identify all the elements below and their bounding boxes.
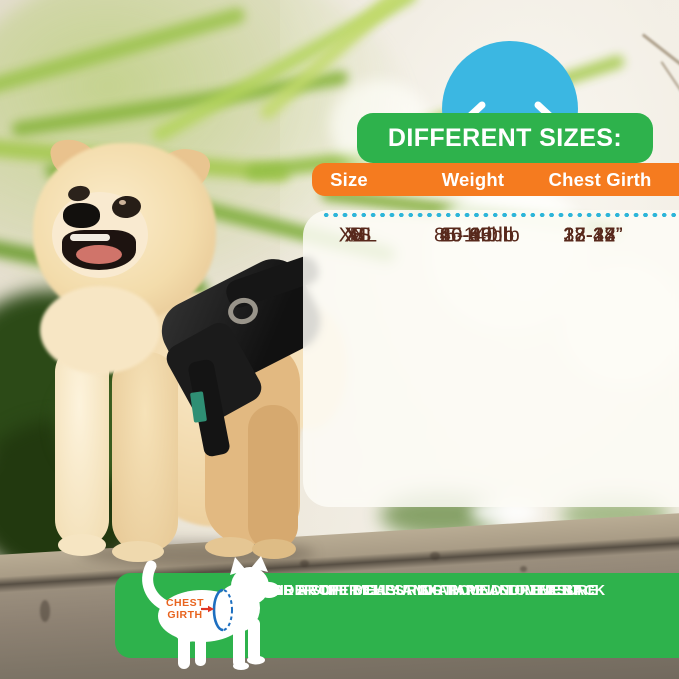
concrete-speck bbox=[40, 600, 50, 622]
dog-tail bbox=[142, 560, 172, 612]
cell-girth: 17-22” bbox=[563, 224, 623, 247]
cell-weight: 60-85 lb bbox=[439, 224, 515, 247]
girth-label: GIRTH bbox=[167, 609, 202, 621]
cell-size: XL bbox=[345, 224, 371, 247]
cell-girth: 33-38” bbox=[563, 224, 623, 247]
cell-size: L bbox=[352, 224, 364, 247]
dog-paw bbox=[112, 541, 164, 562]
table-row: M 20-40 lb 23-28” bbox=[303, 213, 679, 259]
dog-chin-fluff bbox=[40, 286, 160, 374]
cell-weight: 10-19 lb bbox=[439, 224, 515, 247]
cell-girth: 23-28” bbox=[563, 224, 623, 247]
cell-girth: 38-44” bbox=[563, 224, 623, 247]
dog-tongue bbox=[76, 245, 122, 264]
cell-weight: 5-9 lb bbox=[451, 224, 503, 247]
table-header-bar: Size Weight Chest Girth bbox=[312, 163, 679, 196]
cell-size: XS bbox=[344, 224, 372, 247]
girth-arrow-head bbox=[208, 605, 214, 613]
table-row: XXL 85-140 lb 38-44” bbox=[303, 213, 679, 259]
size-chart-title: DIFFERENT SIZES: bbox=[387, 123, 623, 152]
concrete-speck bbox=[300, 560, 309, 567]
dog-measurement-diagram: CHEST GIRTH bbox=[142, 556, 280, 670]
column-header-chest-girth: Chest Girth bbox=[548, 169, 652, 190]
dog-paw bbox=[252, 539, 296, 559]
cell-size: XXL bbox=[338, 224, 378, 247]
concrete-speck bbox=[520, 566, 527, 572]
dog-teeth bbox=[70, 234, 110, 241]
girth-ellipse-solid bbox=[212, 588, 224, 632]
size-table: XS 5-9 lb 12-17” S 10-19 lb 17-22” M 20-40 lb 23… bbox=[303, 210, 679, 507]
dog-hind-leg bbox=[248, 405, 298, 550]
dog-nose bbox=[63, 203, 100, 228]
row-separator bbox=[322, 213, 677, 217]
cell-weight: 40-60 lb bbox=[439, 224, 515, 247]
table-row: XL 60-85 lb 33-38” bbox=[303, 213, 679, 259]
chest-label: CHEST bbox=[166, 597, 204, 609]
cell-girth: 28-33” bbox=[563, 224, 623, 247]
size-table-rows: XS 5-9 lb 12-17” S 10-19 lb 17-22” M 20-40 lb 23… bbox=[303, 213, 679, 507]
dog-paw bbox=[205, 537, 255, 557]
dog-eye-highlight bbox=[119, 200, 126, 205]
cell-girth: 12-17” bbox=[563, 224, 623, 247]
instruction-line: USE A SOFT MEASURING TAPE AND MEASURE bbox=[263, 583, 598, 599]
size-chart-title-box: DIFFERENT SIZES: bbox=[357, 113, 653, 163]
dog-front-leg bbox=[55, 345, 109, 547]
column-header-size: Size bbox=[330, 169, 368, 190]
table-row: L 40-60 lb 28-33” bbox=[303, 213, 679, 259]
dog-paw bbox=[58, 534, 106, 556]
cell-weight: 20-40 lb bbox=[439, 224, 515, 247]
dog-front-leg bbox=[112, 352, 178, 552]
table-row: XS 5-9 lb 12-17” bbox=[303, 213, 679, 259]
concrete-speck bbox=[430, 552, 440, 560]
column-header-weight: Weight bbox=[441, 169, 505, 190]
cell-weight: 85-140 lb bbox=[433, 224, 521, 247]
instruction-line: UNDER THE BELLY AND AROUND TO THE BACK bbox=[263, 583, 606, 599]
instruction-line: FOR PROPER CHEST GIRTH MEASUREMENT bbox=[263, 583, 582, 599]
table-row: S 10-19 lb 17-22” bbox=[303, 213, 679, 259]
cell-size: M bbox=[349, 224, 367, 247]
cell-size: S bbox=[351, 224, 365, 247]
